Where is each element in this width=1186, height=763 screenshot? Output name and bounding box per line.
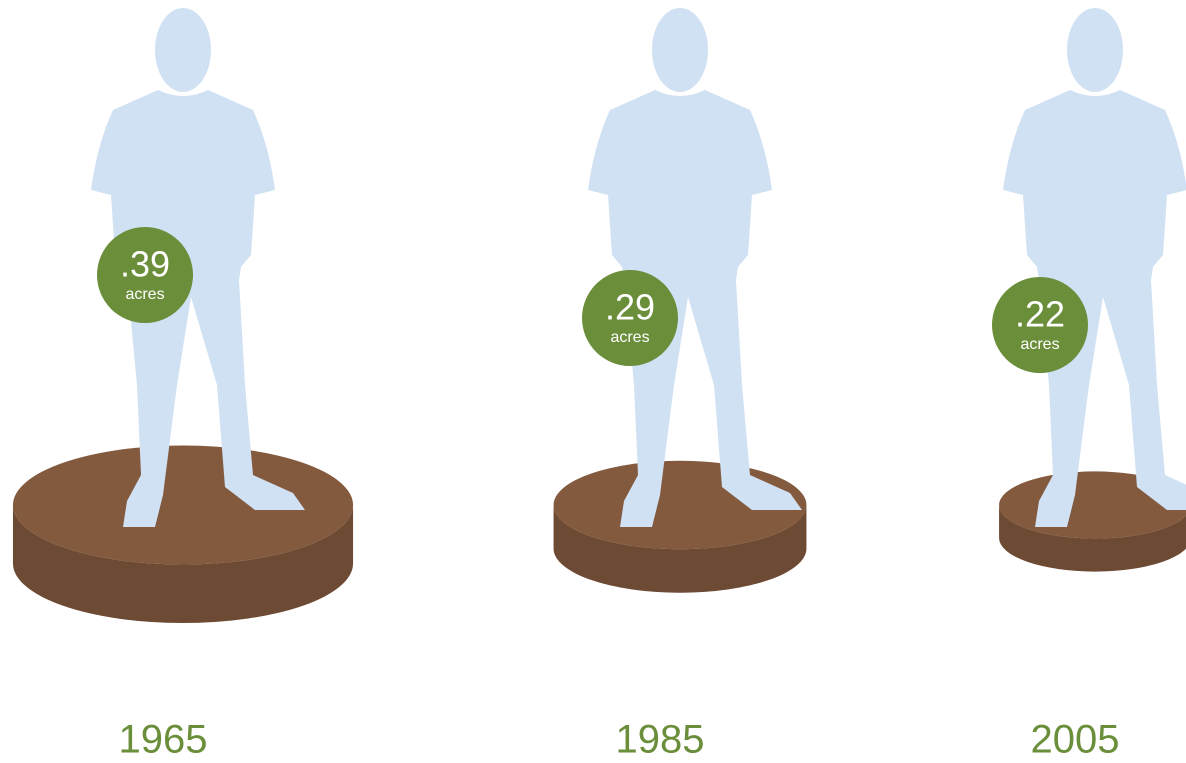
year-label: 2005 <box>1031 718 1120 762</box>
person <box>1003 8 1186 527</box>
year-label: 1985 <box>616 718 705 762</box>
unit-label: acres <box>610 329 649 346</box>
value-label: .29 <box>605 287 655 328</box>
unit-label: acres <box>125 286 164 303</box>
person <box>588 8 802 527</box>
disk-top <box>13 445 353 564</box>
infographic: .39acres1965.29acres1985.22acres2005 <box>0 0 1186 763</box>
land-disk <box>554 461 807 593</box>
year-label: 1965 <box>119 718 208 762</box>
value-label: .39 <box>120 244 170 285</box>
value-label: .22 <box>1015 294 1065 335</box>
land-disk <box>13 445 353 623</box>
unit-label: acres <box>1020 336 1059 353</box>
